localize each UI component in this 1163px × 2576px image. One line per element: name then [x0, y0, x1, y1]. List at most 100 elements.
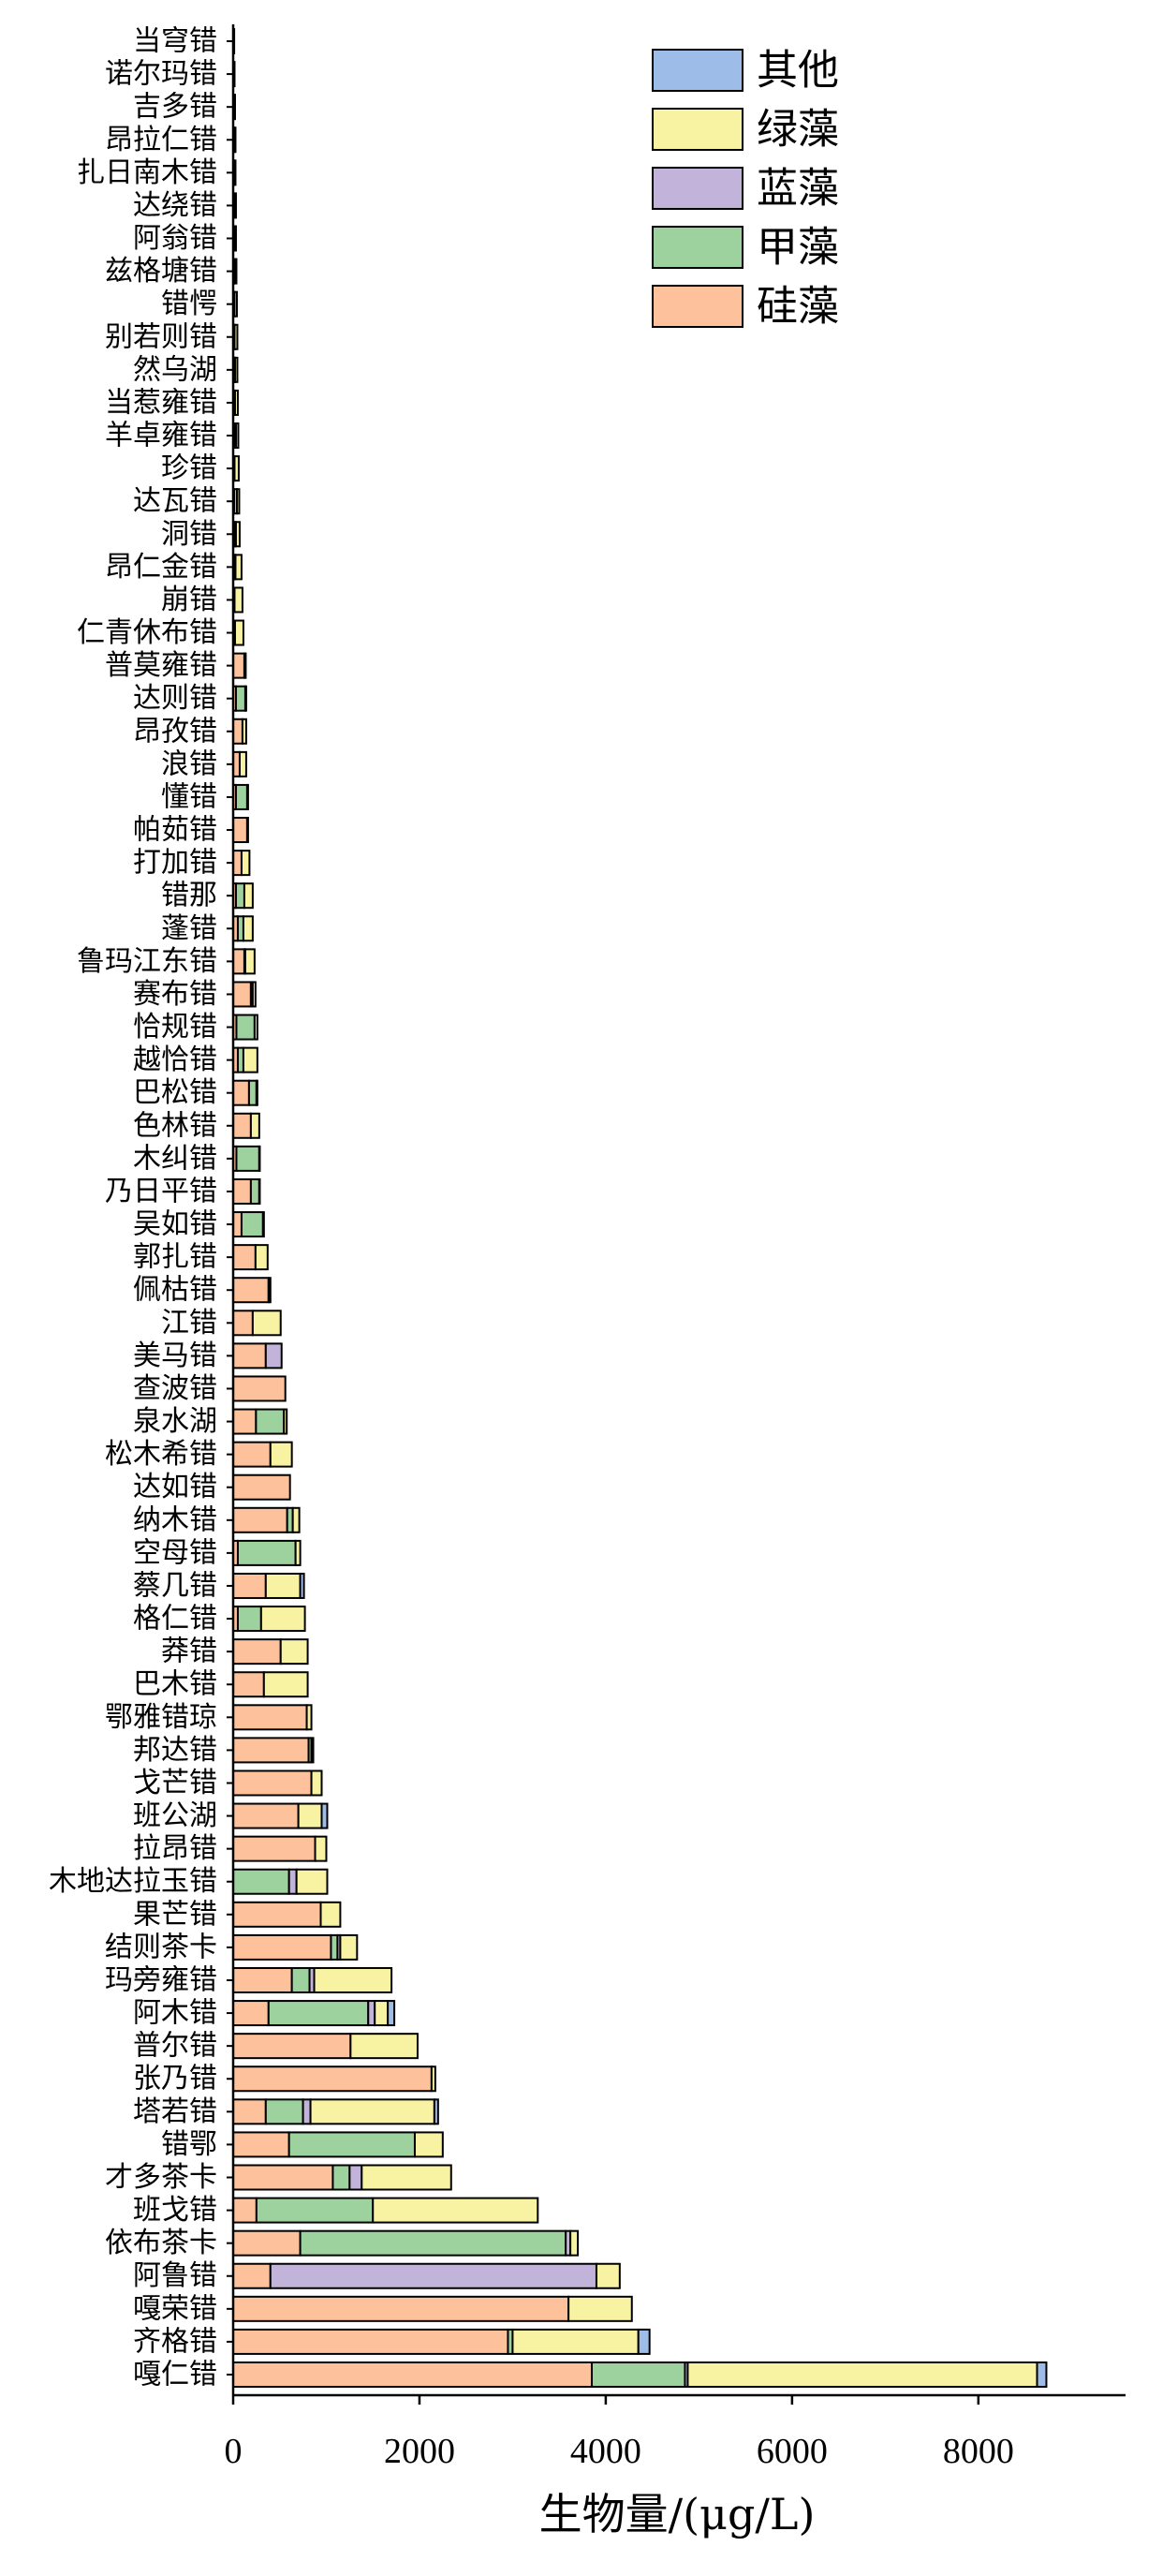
bar-segment — [262, 1671, 309, 1698]
bar-segment — [233, 586, 243, 614]
category-label: 班公湖 — [133, 1799, 217, 1832]
bar-segment — [241, 718, 247, 745]
bar-segment — [236, 1539, 297, 1566]
bar-segment — [413, 2131, 444, 2158]
legend-label: 其他 — [757, 47, 839, 95]
bar-stack — [232, 2065, 436, 2093]
category-label: 拉昂错 — [133, 1832, 217, 1865]
category-label: 班戈错 — [133, 2194, 217, 2227]
bar-segment — [232, 1506, 288, 1533]
bar-stack — [232, 1835, 328, 1862]
bar-segment — [331, 2164, 351, 2191]
category-label: 阿翁错 — [133, 222, 217, 255]
bar-segment — [233, 455, 240, 482]
bar-stack — [232, 1506, 301, 1533]
bar-segment — [232, 2328, 509, 2355]
bar-segment — [232, 1671, 265, 1698]
bar-segment — [264, 2098, 304, 2125]
bar-segment — [232, 1966, 293, 1993]
category-label: 兹格塘错 — [105, 255, 217, 288]
category-label: 错鄂 — [161, 2128, 217, 2161]
bar-stack — [232, 850, 251, 877]
bar-stack — [232, 1441, 293, 1468]
legend-item: 甲藻 — [652, 224, 839, 272]
bar-stack — [232, 1802, 329, 1829]
category-label: 蔡几错 — [133, 1569, 217, 1602]
bar-segment — [264, 1342, 283, 1369]
bar-stack — [232, 1145, 261, 1172]
bar-segment — [232, 817, 248, 844]
bar-segment — [242, 915, 254, 942]
category-label: 诺尔玛错 — [105, 58, 217, 91]
bar-stack — [232, 1769, 323, 1797]
bar-segment — [258, 1145, 261, 1172]
bar-stack — [232, 1046, 258, 1073]
bar-segment — [242, 1046, 258, 1073]
bar-segment — [299, 1572, 305, 1599]
legend-swatch — [652, 108, 743, 151]
category-label: 巴松错 — [133, 1076, 217, 1109]
legend-label: 硅藻 — [757, 283, 839, 331]
bar-stack — [232, 948, 256, 975]
category-label: 才多茶卡 — [105, 2161, 217, 2194]
bar-segment — [235, 1014, 256, 1041]
bar-segment — [232, 1704, 308, 1731]
category-label: 佩枯错 — [133, 1274, 217, 1307]
category-label: 阿鲁错 — [133, 2259, 217, 2292]
bar-segment — [232, 1933, 332, 1961]
bar-segment — [232, 2000, 270, 2027]
bar-stack — [232, 2361, 1048, 2388]
bar-stack — [232, 1572, 305, 1599]
bar-stack — [232, 652, 247, 679]
bar-stack — [232, 817, 249, 844]
bar-segment — [305, 1704, 313, 1731]
bar-stack — [232, 2328, 651, 2355]
x-tick-labels: 0 2000 4000 6000 8000 — [225, 2432, 1014, 2471]
bar-segment — [374, 2000, 390, 2027]
bar-segment — [320, 1802, 329, 1829]
category-label: 吴如错 — [133, 1208, 217, 1241]
bar-stack — [232, 1704, 313, 1731]
bar-segment — [269, 2262, 597, 2289]
axes-layer — [227, 24, 1126, 2405]
bar-segment — [233, 225, 237, 252]
category-label: 然乌湖 — [133, 353, 217, 386]
bar-segment — [233, 389, 239, 416]
category-label: 邦达错 — [133, 1734, 217, 1767]
bar-segment — [232, 1375, 287, 1402]
bar-segment — [310, 1769, 323, 1797]
bar-segment — [348, 2164, 363, 2191]
bar-stack — [232, 1868, 329, 1895]
category-label: 错那 — [161, 880, 217, 912]
category-label: 珍错 — [161, 452, 217, 485]
bar-segment — [235, 488, 241, 515]
bar-segment — [233, 258, 238, 285]
bar-segment — [433, 2098, 439, 2125]
bar-segment — [240, 850, 251, 877]
bar-segment — [299, 2229, 567, 2257]
bar-segment — [314, 1835, 328, 1862]
bar-segment — [567, 2295, 633, 2322]
category-label: 色林错 — [133, 1109, 217, 1142]
bar-segment — [637, 2328, 651, 2355]
bar-segment — [232, 1211, 243, 1238]
category-label: 昂孜错 — [133, 715, 217, 748]
category-label: 普莫雍错 — [105, 649, 217, 682]
category-label: 莽错 — [161, 1636, 217, 1668]
bar-stack — [232, 783, 249, 810]
category-label: 错愕 — [161, 288, 217, 320]
bar-segment — [234, 422, 240, 450]
bar-segment — [232, 1342, 267, 1369]
category-label: 嘎仁错 — [133, 2359, 217, 2391]
bar-stack — [232, 586, 243, 614]
bar-segment — [330, 1933, 339, 1961]
bar-stack — [232, 718, 247, 745]
bar-segment — [232, 2131, 290, 2158]
bar-segment — [232, 1079, 250, 1106]
bar-segment — [232, 2262, 272, 2289]
bar-segment — [259, 1606, 306, 1633]
bar-segment — [302, 2098, 312, 2125]
bar-segment — [232, 1112, 252, 1139]
bar-stack — [232, 2295, 633, 2322]
category-label: 普尔错 — [133, 2030, 217, 2063]
